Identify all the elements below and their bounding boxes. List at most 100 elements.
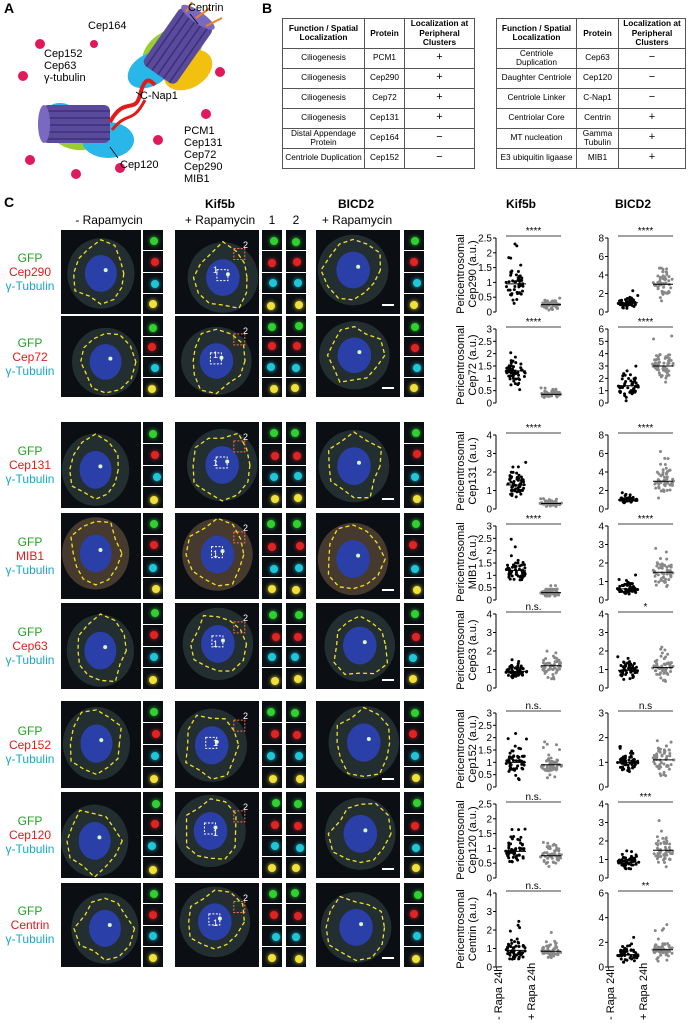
- data-point: [668, 573, 672, 577]
- cell-image: [175, 794, 246, 868]
- micrograph-bicd2-plus-rapamycin: [316, 792, 400, 878]
- data-point: [512, 754, 516, 758]
- signal-spot: [269, 610, 278, 619]
- data-point: [659, 462, 663, 466]
- data-point: [625, 958, 629, 962]
- kif5b-roi1-inset: [262, 792, 282, 813]
- data-point: [624, 298, 628, 302]
- kif5b-roi2-inset: [286, 624, 306, 646]
- data-point: [549, 500, 553, 504]
- data-point: [515, 290, 519, 294]
- data-point: [665, 557, 669, 561]
- y-tick-label: 6: [598, 449, 604, 460]
- data-point: [618, 584, 622, 588]
- significance-label: ****: [638, 423, 654, 434]
- data-point: [631, 948, 635, 952]
- data-point: [660, 754, 664, 758]
- data-point: [516, 858, 520, 862]
- signal-spot: [271, 676, 280, 685]
- y-tick-label: 4: [598, 522, 604, 533]
- y-axis-label: Pericentrosomal Centrin (a.u.): [455, 889, 479, 969]
- kif5b-roi1-inset: [262, 443, 282, 465]
- data-point: [545, 649, 549, 653]
- data-point: [654, 943, 658, 947]
- data-point: [521, 855, 525, 859]
- kif5b-roi2-inset: [286, 377, 306, 397]
- data-point: [666, 652, 670, 656]
- data-point: [623, 949, 627, 953]
- data-point: [631, 675, 635, 679]
- micrograph-minus-rapamycin: [61, 316, 141, 397]
- data-point: [665, 488, 669, 492]
- bicd2-inset: [404, 513, 424, 534]
- scatter-chart-mib1-bicd2: 0 1 2 3 4 ****: [598, 514, 675, 607]
- data-point: [621, 765, 625, 769]
- data-point: [634, 364, 638, 368]
- y-axis-label: Pericentrosomal Cep120 (a.u.): [455, 800, 479, 880]
- data-point: [542, 669, 546, 673]
- data-point: [622, 864, 626, 868]
- data-point: [513, 242, 517, 246]
- data-point: [513, 744, 517, 748]
- data-point: [619, 757, 623, 761]
- data-point: [539, 497, 543, 501]
- kif5b-roi1-inset: [262, 578, 282, 599]
- data-point: [664, 837, 668, 841]
- table-row: MT nucleation Gamma Tubulin +: [496, 127, 686, 149]
- data-point: [668, 662, 672, 666]
- data-point: [670, 277, 674, 281]
- micrograph-bicd2-plus-rapamycin: [316, 422, 400, 508]
- minus-rapamycin-inset: [143, 723, 163, 744]
- data-point: [659, 953, 663, 957]
- data-point: [656, 959, 660, 963]
- data-point: [623, 382, 627, 386]
- data-point: [662, 368, 666, 372]
- kif5b-roi2-inset: [286, 946, 306, 967]
- kif5b-roi2-inset: [286, 422, 306, 443]
- data-point: [518, 578, 522, 582]
- data-point: [623, 665, 627, 669]
- signal-spot: [149, 910, 158, 919]
- data-point: [653, 660, 657, 664]
- data-point: [512, 767, 516, 771]
- data-point: [551, 760, 555, 764]
- data-point: [653, 929, 657, 933]
- minus-rapamycin-inset: [143, 336, 163, 356]
- row-label-cep290: GFP Cep290 γ-Tubulin: [0, 251, 60, 293]
- data-point: [522, 375, 526, 379]
- table-left-cell-protein: Cep72: [364, 87, 405, 109]
- scale-bar: [382, 868, 394, 870]
- data-point: [510, 565, 514, 569]
- table-left-cell-localization: +: [404, 47, 475, 69]
- data-point: [665, 572, 669, 576]
- data-point: [623, 392, 627, 396]
- data-point: [555, 668, 559, 672]
- data-point: [554, 497, 558, 501]
- roi-label-1: 1: [213, 265, 219, 276]
- data-point: [656, 274, 660, 278]
- label-c-nap1: C-Nap1: [140, 90, 178, 102]
- data-point: [664, 756, 668, 760]
- data-point: [515, 666, 519, 670]
- kif5b-roi2-inset: [286, 857, 306, 878]
- y-tick-label: 2: [598, 733, 604, 744]
- scatter-chart-cep131-kif5b: 0 1 2 3 4 ****: [486, 423, 563, 516]
- roi-label-2: 2: [243, 523, 249, 534]
- y-tick-label: 2.5: [478, 800, 492, 811]
- data-point: [551, 503, 555, 507]
- signal-spot: [150, 653, 159, 662]
- data-point: [511, 376, 515, 380]
- minus-rapamycin-inset: [143, 624, 163, 646]
- scatter-chart-centrin-bicd2: 0 2 4 6 **: [598, 881, 674, 974]
- data-point: [515, 766, 519, 770]
- data-point: [512, 953, 516, 957]
- data-point: [656, 956, 660, 960]
- y-tick-label: 2: [486, 733, 492, 744]
- data-point: [520, 488, 524, 492]
- kif5b-roi2-inset: [286, 723, 306, 744]
- data-point: [514, 564, 518, 568]
- y-tick-label: 0: [486, 308, 492, 319]
- data-point: [519, 481, 523, 485]
- signal-spot: [291, 383, 300, 392]
